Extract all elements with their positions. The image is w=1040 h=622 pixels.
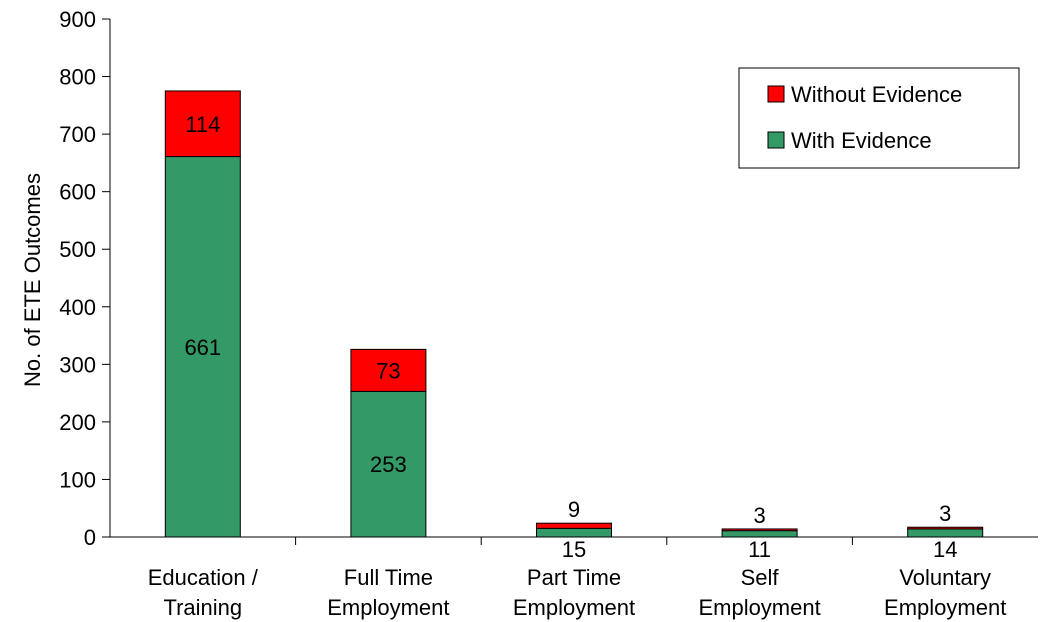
y-tick-label: 400	[59, 295, 96, 320]
x-tick-label: Self	[741, 565, 780, 590]
x-tick-label: Education /	[148, 565, 259, 590]
data-label-without-evidence: 3	[753, 503, 765, 528]
legend-box	[738, 67, 1020, 169]
y-tick-label: 300	[59, 352, 96, 377]
x-tick-label: Employment	[513, 595, 635, 620]
x-tick-label: Employment	[884, 595, 1006, 620]
data-label-with-evidence: 253	[370, 452, 407, 477]
data-label-without-evidence: 114	[185, 112, 220, 137]
y-tick-label: 900	[59, 7, 96, 32]
x-tick-label: Employment	[698, 595, 820, 620]
y-tick-label: 700	[59, 122, 96, 147]
y-tick-label: 200	[59, 410, 96, 435]
data-label-with-evidence: 11	[748, 537, 771, 562]
y-tick-label: 0	[84, 525, 96, 550]
bar-without-evidence	[164, 90, 241, 158]
legend-swatch	[767, 85, 785, 103]
data-label-with-evidence: 15	[562, 537, 586, 562]
y-tick-label: 600	[59, 180, 96, 205]
data-label-without-evidence: 73	[376, 358, 400, 383]
y-axis-ticks: 0 100 200 300 400 500 600 700 800 900	[59, 7, 110, 550]
data-label-with-evidence: 661	[184, 335, 221, 360]
data-label-without-evidence: 9	[568, 497, 580, 522]
data-label-with-evidence: 14	[933, 537, 957, 562]
bar-without-evidence	[350, 348, 427, 392]
bar-without-evidence	[536, 522, 612, 529]
legend: Without Evidence With Evidence	[738, 67, 1020, 169]
legend-label: Without Evidence	[791, 82, 962, 107]
bar-with-evidence	[907, 528, 984, 538]
y-tick-label: 800	[59, 65, 96, 90]
data-label-without-evidence: 3	[939, 501, 951, 526]
y-axis-title: No. of ETE Outcomes	[20, 173, 45, 387]
x-tick-label: Full Time	[344, 565, 433, 590]
x-tick-label: Part Time	[527, 565, 621, 590]
x-tick-label: Employment	[327, 595, 449, 620]
legend-label: With Evidence	[791, 128, 932, 153]
x-tick-label: Voluntary	[899, 565, 991, 590]
x-tick-label: Training	[163, 595, 242, 620]
axes	[109, 19, 1038, 545]
legend-swatch	[767, 131, 785, 149]
y-tick-label: 100	[59, 467, 96, 492]
y-tick-label: 500	[59, 237, 96, 262]
bar-without-evidence	[721, 528, 798, 532]
x-axis-labels: Education / Training Full Time Employment Pa…	[148, 565, 1007, 620]
bar-with-evidence	[536, 527, 612, 538]
data-labels: 661 114 253 73 15 9 11 3 14 3	[184, 112, 957, 562]
bar-without-evidence	[907, 526, 984, 530]
